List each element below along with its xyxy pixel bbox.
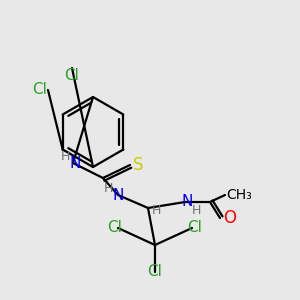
Text: H: H xyxy=(191,203,201,217)
Text: N: N xyxy=(112,188,124,202)
Text: N: N xyxy=(69,155,81,170)
Text: N: N xyxy=(181,194,193,209)
Text: Cl: Cl xyxy=(33,82,47,98)
Text: Cl: Cl xyxy=(188,220,202,236)
Text: H: H xyxy=(60,149,70,163)
Text: O: O xyxy=(224,209,236,227)
Text: S: S xyxy=(133,156,143,174)
Text: Cl: Cl xyxy=(148,265,162,280)
Text: CH₃: CH₃ xyxy=(226,188,252,202)
Text: Cl: Cl xyxy=(64,68,80,83)
Text: H: H xyxy=(103,182,113,194)
Text: H: H xyxy=(151,203,161,217)
Text: Cl: Cl xyxy=(108,220,122,236)
